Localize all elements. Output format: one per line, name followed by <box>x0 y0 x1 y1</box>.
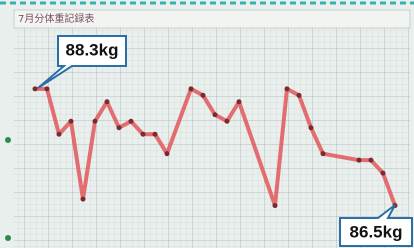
binder-hole <box>5 137 11 143</box>
callout-label: 88.3kg <box>66 40 119 59</box>
data-point <box>201 93 206 98</box>
data-point <box>153 132 158 137</box>
data-point <box>105 99 110 104</box>
data-point <box>69 119 74 124</box>
data-point <box>141 132 146 137</box>
data-point <box>297 93 302 98</box>
callout-label: 86.5kg <box>350 222 403 241</box>
data-point <box>309 125 314 130</box>
data-point <box>381 171 386 176</box>
data-point <box>285 86 290 91</box>
chart: 7月分体重記録表 88.3kg 86.5kg <box>0 0 414 248</box>
data-point <box>357 158 362 163</box>
data-point <box>33 86 38 91</box>
data-point <box>321 151 326 156</box>
data-point <box>117 125 122 130</box>
data-point <box>225 119 230 124</box>
data-point <box>93 119 98 124</box>
data-point <box>129 119 134 124</box>
binder-hole <box>5 235 11 241</box>
data-point <box>81 197 86 202</box>
data-point <box>165 151 170 156</box>
data-point <box>189 86 194 91</box>
page: 7月分体重記録表 88.3kg 86.5kg <box>0 0 414 248</box>
data-point <box>213 112 218 117</box>
data-point <box>45 86 50 91</box>
data-point <box>237 99 242 104</box>
data-point <box>369 158 374 163</box>
data-point <box>273 203 278 208</box>
data-point <box>57 132 62 137</box>
chart-title: 7月分体重記録表 <box>18 12 94 25</box>
